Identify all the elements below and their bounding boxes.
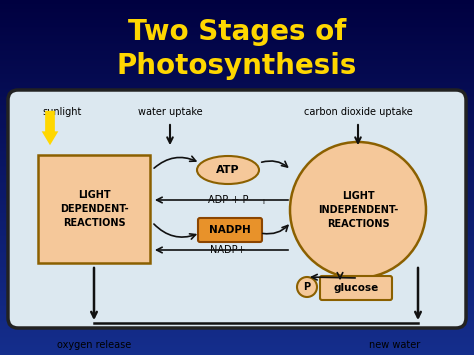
FancyBboxPatch shape [320,276,392,300]
Text: LIGHT
DEPENDENT-
REACTIONS: LIGHT DEPENDENT- REACTIONS [60,190,128,228]
Text: carbon dioxide uptake: carbon dioxide uptake [304,107,412,117]
Text: oxygen release: oxygen release [57,340,131,350]
Text: NADP+: NADP+ [210,245,246,255]
Text: NADPH: NADPH [209,225,251,235]
Ellipse shape [290,142,426,278]
Text: ATP: ATP [216,165,240,175]
FancyArrowPatch shape [42,111,58,145]
FancyBboxPatch shape [198,218,262,242]
Text: P: P [303,282,310,292]
Ellipse shape [197,156,259,184]
Ellipse shape [297,277,317,297]
Text: Photosynthesis: Photosynthesis [117,52,357,80]
FancyBboxPatch shape [38,155,150,263]
FancyBboxPatch shape [8,90,466,328]
Text: new water: new water [369,340,420,350]
Text: Two Stages of: Two Stages of [128,18,346,46]
Text: sunlight: sunlight [42,107,82,117]
Text: glucose: glucose [333,283,379,293]
Text: LIGHT
INDEPENDENT-
REACTIONS: LIGHT INDEPENDENT- REACTIONS [318,191,398,229]
Text: ADP + P: ADP + P [208,195,248,205]
Text: i: i [262,199,264,205]
Text: water uptake: water uptake [137,107,202,117]
